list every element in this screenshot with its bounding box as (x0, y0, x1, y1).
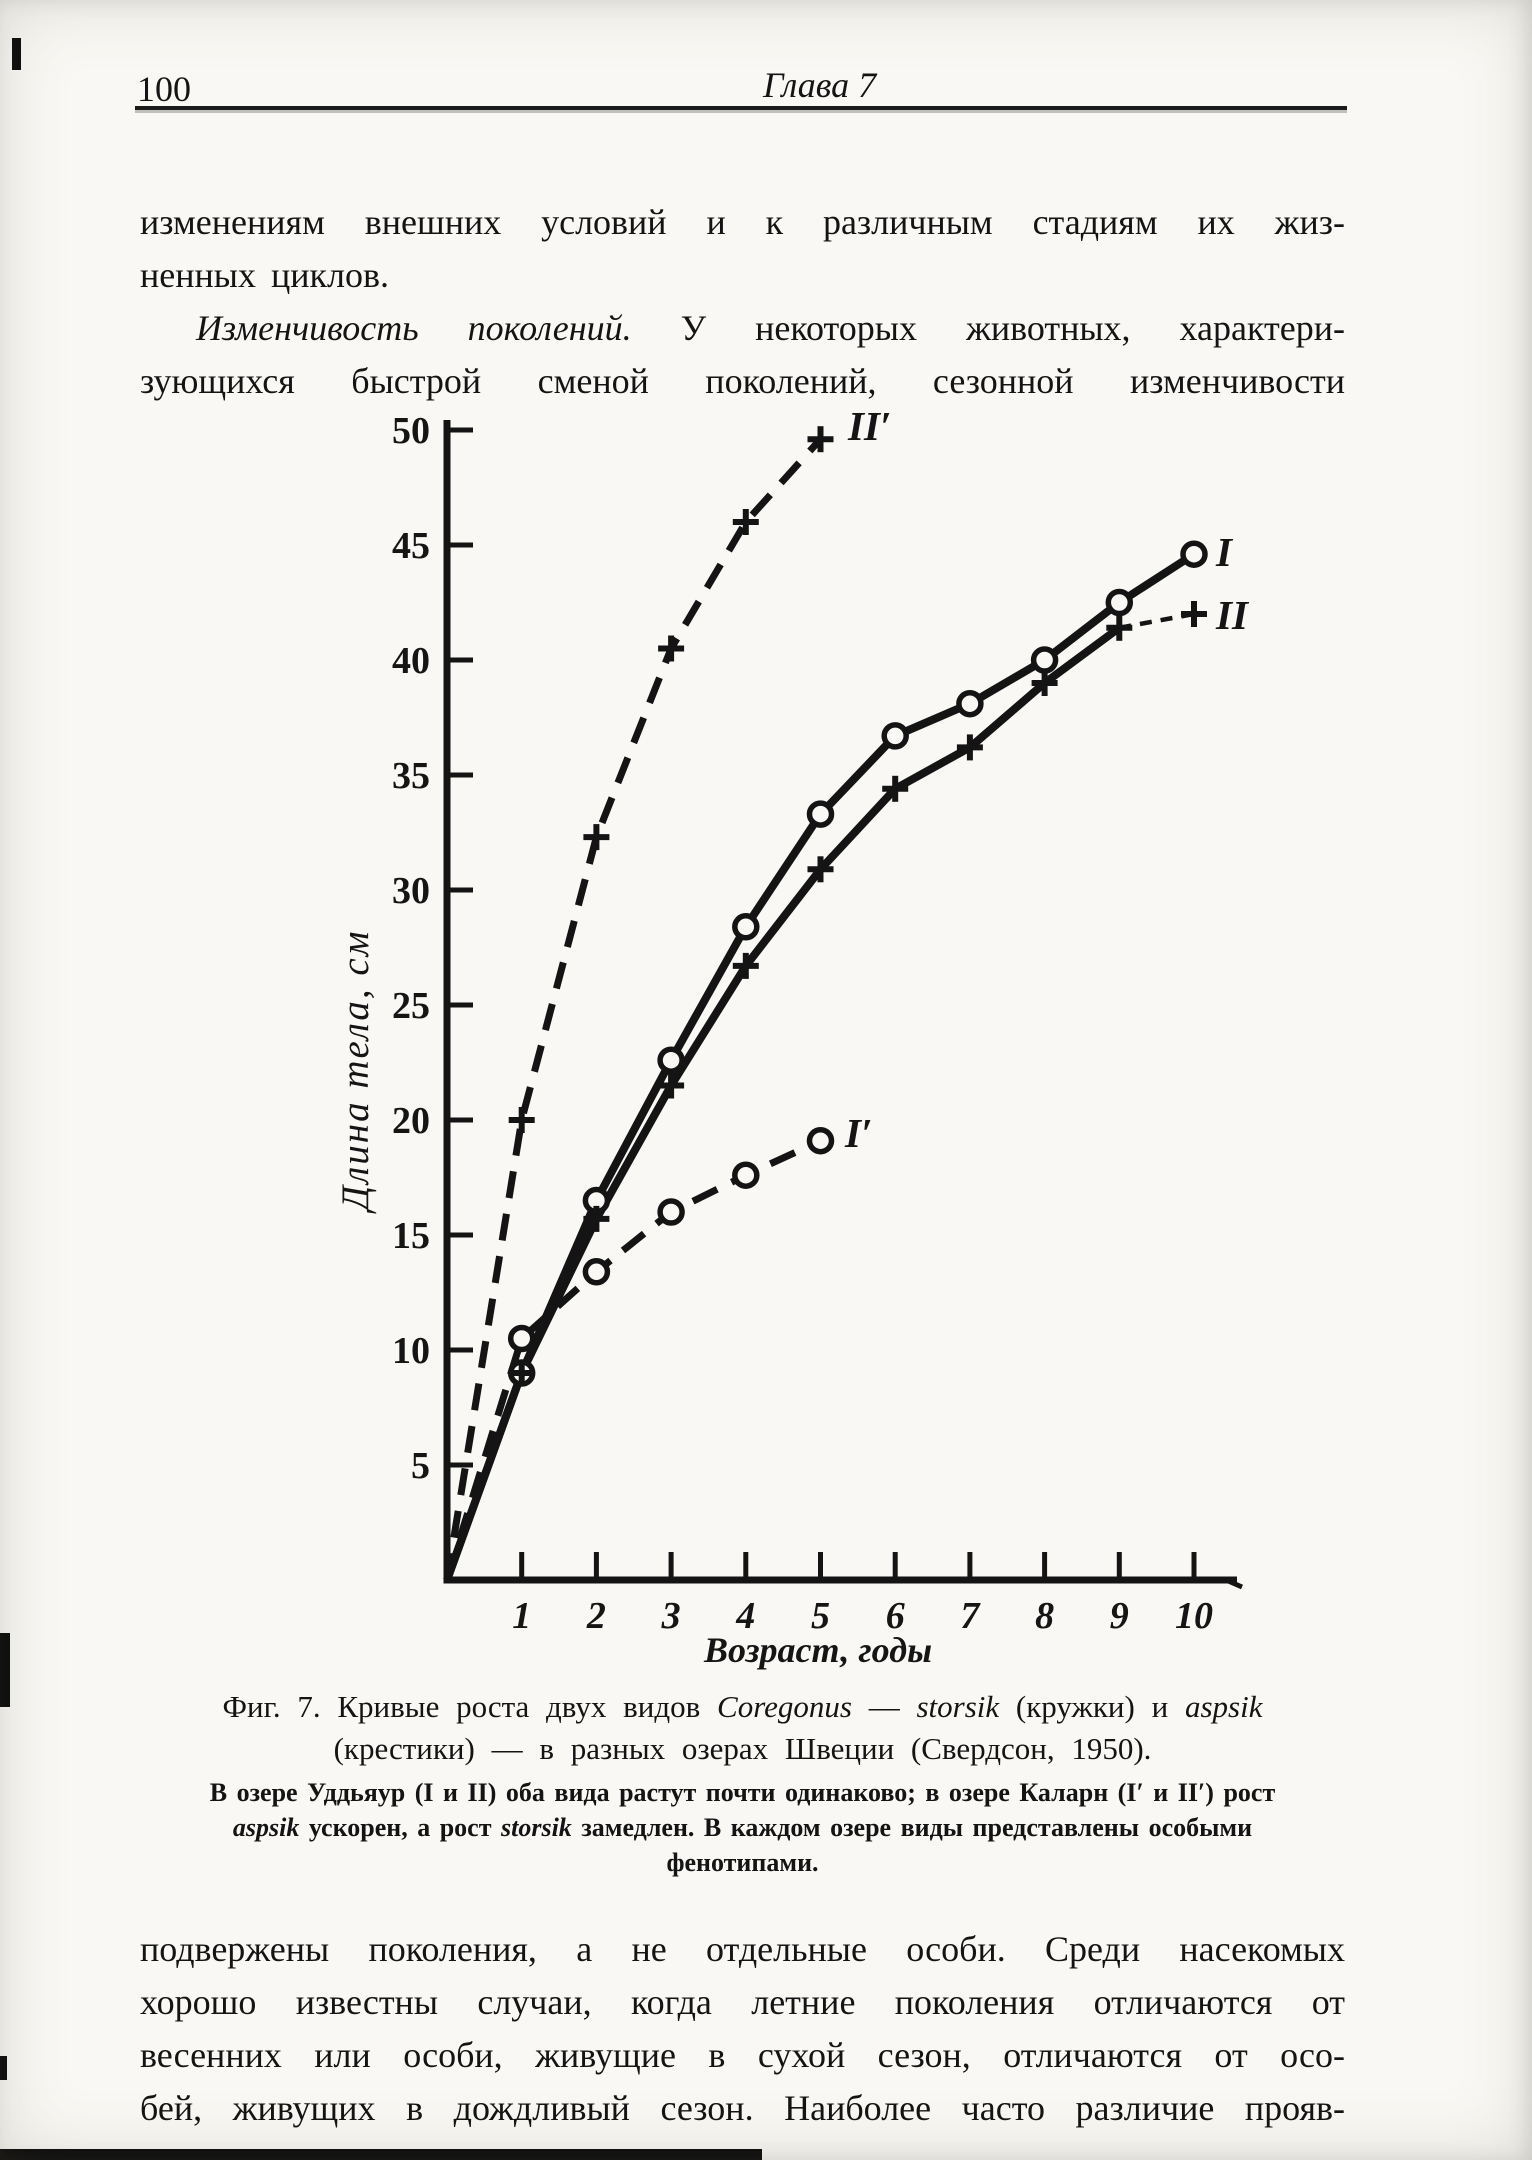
curve-label-II′: II′ (847, 403, 891, 449)
note-species-storsik: storsik (501, 1813, 572, 1842)
x-tick-label: 7 (960, 1595, 981, 1637)
x-tick-label: 5 (811, 1595, 830, 1637)
marker-circle (806, 800, 835, 828)
y-tick-label: 5 (411, 1445, 430, 1487)
scan-artifact-bottom-strip (0, 2149, 762, 2160)
marker-circle (732, 1161, 760, 1189)
curve-I′ (443, 1137, 822, 1582)
x-tick-label: 6 (886, 1595, 905, 1637)
x-tick-label: 9 (1110, 1595, 1129, 1637)
y-tick-label: 45 (392, 525, 430, 567)
marker-circle (657, 1198, 685, 1226)
scan-artifact (0, 2056, 7, 2080)
figure-caption-line1: Фиг. 7. Кривые роста двух видов Coregonu… (140, 1686, 1345, 1728)
paragraph1-line1: изменениям внешних условий и к различным… (140, 202, 1345, 242)
x-tick-label: 10 (1175, 1595, 1213, 1637)
note-species-aspsik: aspsik (232, 1813, 300, 1842)
caption-species-aspsik: aspsik (1184, 1689, 1263, 1724)
chapter-header: Глава 7 (763, 65, 877, 105)
x-tick-label: 3 (661, 1595, 681, 1637)
x-tick-label: 1 (512, 1595, 531, 1637)
caption-segment: Фиг. 7. Кривые роста двух видов (222, 1689, 718, 1724)
x-tick-label: 8 (1035, 1595, 1054, 1637)
note-segment: ускорен, а рост (299, 1813, 501, 1842)
curve-label-I: I (1215, 529, 1234, 575)
curve-II (443, 624, 1122, 1582)
y-tick-label: 25 (392, 985, 430, 1027)
y-tick-label: 20 (392, 1100, 430, 1142)
x-axis-title: Возраст, годы (703, 1630, 932, 1670)
scan-artifact (12, 38, 21, 70)
curve-label-II: II (1215, 592, 1250, 638)
paragraph2-lead: Изменчивость поколений. (196, 308, 632, 348)
page-number: 100 (137, 69, 191, 109)
y-tick-label: 15 (392, 1215, 430, 1257)
y-tick-label: 40 (392, 640, 430, 682)
header-rule (135, 106, 1347, 110)
x-tick-label: 4 (735, 1595, 755, 1637)
marker-circle (806, 1126, 835, 1155)
paragraph3-line4: бей, живущих в дождливый сезон. Наиболее… (140, 2088, 1345, 2128)
paragraph3-line3: весенних или особи, живущие в сухой сезо… (140, 2035, 1345, 2075)
y-tick-label: 50 (392, 410, 430, 452)
curve-I (443, 550, 1197, 1582)
figure-note-line3: фенотипами. (666, 1848, 819, 1877)
y-tick-label: 30 (392, 870, 430, 912)
y-tick-label: 35 (392, 755, 430, 797)
note-segment: замедлен. В каждом озере виды представле… (571, 1813, 1253, 1842)
paragraph2-rest: У некоторых животных, характери- (631, 308, 1345, 348)
paragraph2-line2: зующихся быстрой сменой поколений, сезон… (140, 361, 1345, 401)
curve-II′ (443, 436, 824, 1581)
scan-artifact (0, 1633, 10, 1707)
caption-segment: (кружки) и (999, 1689, 1185, 1724)
marker-circle (881, 722, 909, 750)
paragraph1-line2: ненных циклов. (140, 255, 389, 295)
marker-circle (507, 1324, 536, 1353)
y-axis-title: Длина тела, см (334, 929, 377, 1214)
y-tick-label: 10 (392, 1330, 430, 1372)
marker-circle (1180, 540, 1208, 568)
marker-circle (1105, 588, 1134, 617)
paragraph2-line1: Изменчивость поколений. У некоторых живо… (140, 302, 1345, 355)
marker-circle (657, 1046, 685, 1074)
x-tick-label: 2 (586, 1595, 606, 1637)
caption-species-storsik: storsik (916, 1689, 1000, 1724)
caption-genus: Coregonus (717, 1689, 852, 1724)
figure-caption-line2: (крестики) — в разных озерах Швеции (Све… (333, 1731, 1152, 1766)
figure-note-line2: aspsik ускорен, а рост storsik замедлен.… (140, 1810, 1345, 1845)
curve-label-I′: I′ (844, 1110, 873, 1156)
marker-circle (956, 689, 984, 718)
marker-circle (1030, 646, 1059, 674)
caption-segment: — (851, 1689, 917, 1724)
marker-circle (732, 913, 760, 941)
x-axis-end-tail (1224, 1577, 1244, 1590)
paragraph3-line1: подвержены поколения, а не отдельные осо… (140, 1929, 1345, 1969)
marker-circle (582, 1258, 611, 1286)
figure-note-line1: В озере Уддьяур (I и II) оба вида растут… (209, 1778, 1276, 1807)
paragraph3-line2: хорошо известны случаи, когда летние пок… (140, 1982, 1345, 2022)
